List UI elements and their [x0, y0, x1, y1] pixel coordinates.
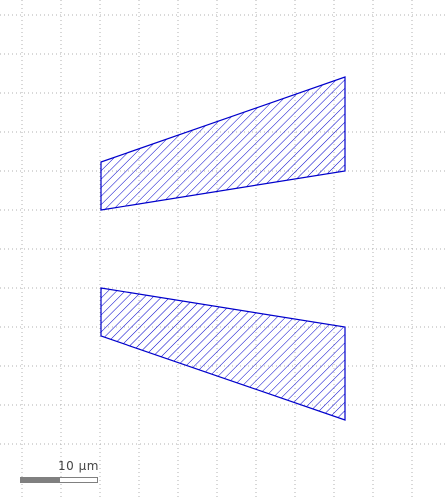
scale-bar	[20, 477, 98, 483]
scale-bar-filled-segment	[20, 477, 59, 483]
scale-bar-empty-segment	[59, 477, 98, 483]
upper-trapezoid-shape[interactable]	[100, 76, 346, 211]
lower-trapezoid-shape[interactable]	[100, 287, 346, 421]
scale-bar-label: 10 µm	[58, 459, 99, 473]
